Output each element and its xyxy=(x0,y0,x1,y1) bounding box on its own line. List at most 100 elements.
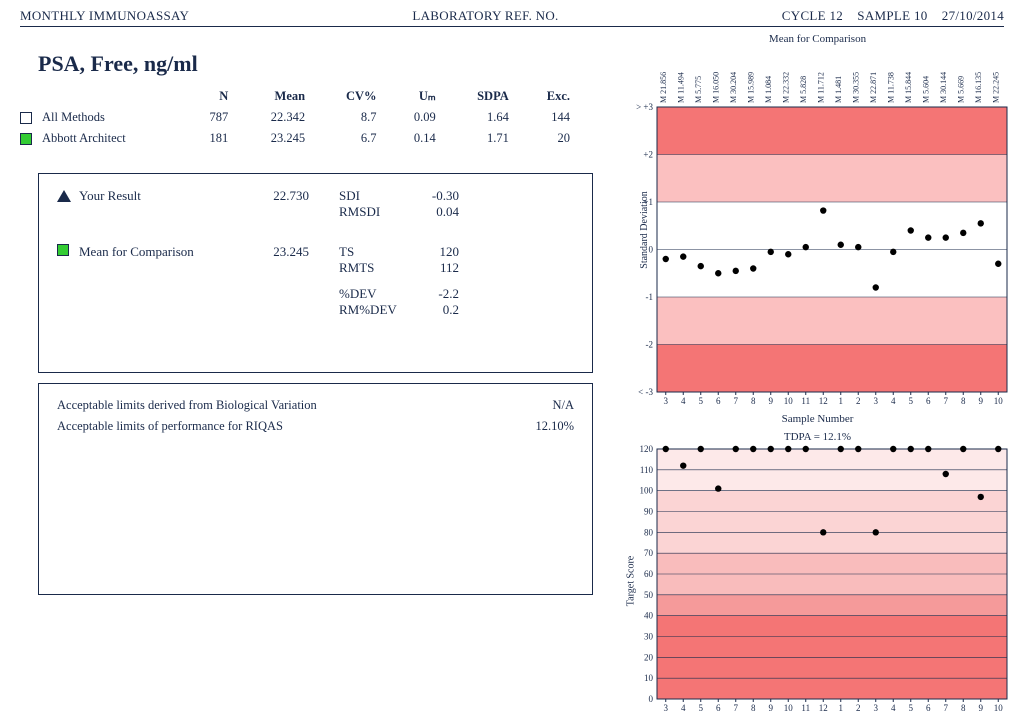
svg-text:60: 60 xyxy=(644,569,654,579)
header-date: 27/10/2014 xyxy=(942,8,1004,23)
svg-text:M 1.481: M 1.481 xyxy=(834,76,843,103)
svg-text:+2: +2 xyxy=(643,150,653,160)
mean-comparison-label: Mean for Comparison xyxy=(79,244,249,260)
rmsdi-label: RMSDI xyxy=(339,204,409,220)
svg-text:3: 3 xyxy=(664,396,669,406)
svg-text:3: 3 xyxy=(664,703,669,713)
svg-text:6: 6 xyxy=(716,703,721,713)
cycle-value: 12 xyxy=(829,8,843,23)
bio-limit-label: Acceptable limits derived from Biologica… xyxy=(57,398,317,413)
bio-limit-value: N/A xyxy=(552,398,574,413)
riqas-limit-label: Acceptable limits of performance for RIQ… xyxy=(57,419,283,434)
svg-text:10: 10 xyxy=(994,703,1004,713)
dev-label: %DEV xyxy=(339,286,409,302)
svg-text:1: 1 xyxy=(839,396,844,406)
svg-text:M 11.712: M 11.712 xyxy=(816,72,825,103)
ts-value: 120 xyxy=(409,244,459,260)
svg-text:2: 2 xyxy=(856,703,861,713)
svg-text:8: 8 xyxy=(961,703,966,713)
dev-value: -2.2 xyxy=(409,286,459,302)
svg-text:4: 4 xyxy=(681,396,686,406)
result-box: Your Result 22.730 SDI-0.30 RMSDI0.04 Me… xyxy=(38,173,593,373)
rmdev-value: 0.2 xyxy=(409,302,459,318)
svg-text:20: 20 xyxy=(644,652,654,662)
svg-text:-1: -1 xyxy=(646,292,654,302)
svg-text:100: 100 xyxy=(640,486,654,496)
svg-text:M 30.204: M 30.204 xyxy=(729,72,738,103)
svg-text:120: 120 xyxy=(640,444,654,454)
sdi-value: -0.30 xyxy=(409,188,459,204)
svg-text:110: 110 xyxy=(640,465,654,475)
svg-text:6: 6 xyxy=(716,396,721,406)
your-result-label: Your Result xyxy=(79,188,249,204)
svg-text:8: 8 xyxy=(751,703,756,713)
svg-text:M 15.844: M 15.844 xyxy=(904,72,913,103)
svg-text:2: 2 xyxy=(856,396,861,406)
svg-text:6: 6 xyxy=(926,396,931,406)
svg-text:M 30.355: M 30.355 xyxy=(851,72,860,103)
svg-text:5: 5 xyxy=(909,703,914,713)
triangle-marker-icon xyxy=(57,188,79,202)
svg-text:10: 10 xyxy=(994,396,1004,406)
svg-text:M 5.669: M 5.669 xyxy=(956,76,965,103)
limits-box: Acceptable limits derived from Biologica… xyxy=(38,383,593,595)
svg-text:M 16.050: M 16.050 xyxy=(711,72,720,103)
header-mid: LABORATORY REF. NO. xyxy=(412,8,558,24)
header-bar: MONTHLY IMMUNOASSAY LABORATORY REF. NO. … xyxy=(20,8,1004,27)
header-left: MONTHLY IMMUNOASSAY xyxy=(20,8,189,24)
header-right: CYCLE 12 SAMPLE 10 27/10/2014 xyxy=(782,8,1004,24)
svg-text:9: 9 xyxy=(769,703,774,713)
chart2-ylabel: Target Score xyxy=(626,556,637,606)
riqas-limit-value: 12.10% xyxy=(535,419,574,434)
svg-text:M 16.135: M 16.135 xyxy=(974,72,983,103)
svg-text:8: 8 xyxy=(751,396,756,406)
svg-text:40: 40 xyxy=(644,611,654,621)
svg-text:1: 1 xyxy=(839,703,844,713)
svg-text:80: 80 xyxy=(644,527,654,537)
svg-text:M 5.775: M 5.775 xyxy=(694,76,703,103)
svg-text:11: 11 xyxy=(801,396,810,406)
ts-label: TS xyxy=(339,244,409,260)
rmts-value: 112 xyxy=(409,260,459,276)
svg-text:10: 10 xyxy=(644,673,654,683)
svg-text:10: 10 xyxy=(784,703,794,713)
svg-text:5: 5 xyxy=(699,703,704,713)
svg-text:M 21.856: M 21.856 xyxy=(659,72,668,103)
sdi-label: SDI xyxy=(339,188,409,204)
sample-value: 10 xyxy=(914,8,928,23)
svg-text:90: 90 xyxy=(644,507,654,517)
chart1-xlabel: Sample Number xyxy=(622,413,1013,425)
svg-text:M 22.245: M 22.245 xyxy=(991,72,1000,103)
svg-text:3: 3 xyxy=(874,703,879,713)
chart2-title: TDPA = 12.1% xyxy=(622,431,1013,443)
rmts-label: RMTS xyxy=(339,260,409,276)
svg-text:> +3: > +3 xyxy=(636,102,653,112)
svg-text:70: 70 xyxy=(644,548,654,558)
svg-text:-2: -2 xyxy=(646,340,654,350)
mean-comparison-value: 23.245 xyxy=(249,244,309,260)
svg-text:7: 7 xyxy=(944,703,949,713)
sd-chart: Standard Deviation > +3+2+10-1-2< -33456… xyxy=(622,47,1013,412)
analyte-title: PSA, Free, ng/ml xyxy=(38,51,610,77)
svg-text:9: 9 xyxy=(979,703,984,713)
svg-text:7: 7 xyxy=(734,396,739,406)
svg-text:6: 6 xyxy=(926,703,931,713)
svg-text:M 1.084: M 1.084 xyxy=(764,76,773,103)
sample-label: SAMPLE xyxy=(857,8,910,23)
svg-text:5: 5 xyxy=(909,396,914,406)
chart1-title: Mean for Comparison xyxy=(622,33,1013,45)
svg-text:9: 9 xyxy=(979,396,984,406)
svg-text:M 11.738: M 11.738 xyxy=(886,72,895,103)
svg-text:M 5.604: M 5.604 xyxy=(921,76,930,103)
svg-text:12: 12 xyxy=(819,396,828,406)
square-marker-icon xyxy=(57,244,79,256)
svg-text:M 15.989: M 15.989 xyxy=(746,72,755,103)
svg-text:< -3: < -3 xyxy=(638,387,653,397)
your-result-value: 22.730 xyxy=(249,188,309,204)
stats-table: NMeanCV%UₘSDPAExc. All Methods78722.3428… xyxy=(20,85,580,149)
target-score-chart: Target Score 010203040506070809010011012… xyxy=(622,443,1013,719)
svg-text:4: 4 xyxy=(681,703,686,713)
svg-text:50: 50 xyxy=(644,590,654,600)
svg-text:4: 4 xyxy=(891,396,896,406)
rmdev-label: RM%DEV xyxy=(339,302,409,318)
